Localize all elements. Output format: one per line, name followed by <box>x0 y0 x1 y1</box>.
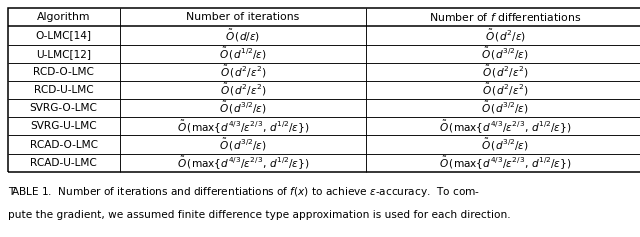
Text: $\tilde{O}\,(d^2/\epsilon^2)$: $\tilde{O}\,(d^2/\epsilon^2)$ <box>220 64 266 80</box>
Text: $\tilde{O}\,(d^2/\epsilon^2)$: $\tilde{O}\,(d^2/\epsilon^2)$ <box>482 82 529 98</box>
Text: RCD-O-LMC: RCD-O-LMC <box>33 67 94 77</box>
Text: T$\!\!$ABLE 1.  Number of iterations and differentiations of $f(x)$ to achieve $: T$\!\!$ABLE 1. Number of iterations and … <box>8 185 480 199</box>
Text: $\tilde{O}\,(d^{1/2}/\epsilon)$: $\tilde{O}\,(d^{1/2}/\epsilon)$ <box>219 46 267 62</box>
Text: $\tilde{O}\,(d^{3/2}/\epsilon)$: $\tilde{O}\,(d^{3/2}/\epsilon)$ <box>219 100 267 116</box>
Text: $\tilde{O}\,(d^{3/2}/\epsilon)$: $\tilde{O}\,(d^{3/2}/\epsilon)$ <box>219 137 267 153</box>
Text: $\tilde{O}\,(\max\{d^{4/3}/\epsilon^{2/3},\,d^{1/2}/\epsilon\})$: $\tilde{O}\,(\max\{d^{4/3}/\epsilon^{2/3… <box>177 154 309 171</box>
Text: $\tilde{O}\,(d^2/\epsilon^2)$: $\tilde{O}\,(d^2/\epsilon^2)$ <box>482 64 529 80</box>
Text: $\tilde{O}\,(\max\{d^{4/3}/\epsilon^{2/3},\,d^{1/2}/\epsilon\})$: $\tilde{O}\,(\max\{d^{4/3}/\epsilon^{2/3… <box>439 154 572 171</box>
Text: $\tilde{O}\,(\max\{d^{4/3}/\epsilon^{2/3},\,d^{1/2}/\epsilon\})$: $\tilde{O}\,(\max\{d^{4/3}/\epsilon^{2/3… <box>177 118 309 135</box>
Text: $\tilde{O}\,(d^2/\epsilon)$: $\tilde{O}\,(d^2/\epsilon)$ <box>485 27 525 44</box>
Text: SVRG-U-LMC: SVRG-U-LMC <box>30 121 97 131</box>
Text: SVRG-O-LMC: SVRG-O-LMC <box>29 103 98 113</box>
Text: Algorithm: Algorithm <box>37 12 90 22</box>
Text: $\tilde{O}\,(d/\epsilon)$: $\tilde{O}\,(d/\epsilon)$ <box>225 27 260 44</box>
Text: RCAD-O-LMC: RCAD-O-LMC <box>29 140 98 150</box>
Text: $\tilde{O}\,(d^2/\epsilon^2)$: $\tilde{O}\,(d^2/\epsilon^2)$ <box>220 82 266 98</box>
Text: O-LMC[14]: O-LMC[14] <box>36 31 92 41</box>
Text: $\tilde{O}\,(\max\{d^{4/3}/\epsilon^{2/3},\,d^{1/2}/\epsilon\})$: $\tilde{O}\,(\max\{d^{4/3}/\epsilon^{2/3… <box>439 118 572 135</box>
Text: $\tilde{O}\,(d^{3/2}/\epsilon)$: $\tilde{O}\,(d^{3/2}/\epsilon)$ <box>481 46 529 62</box>
Text: RCAD-U-LMC: RCAD-U-LMC <box>30 158 97 168</box>
Text: RCD-U-LMC: RCD-U-LMC <box>34 85 93 95</box>
Text: $\tilde{O}\,(d^{3/2}/\epsilon)$: $\tilde{O}\,(d^{3/2}/\epsilon)$ <box>481 100 529 116</box>
Text: U-LMC[12]: U-LMC[12] <box>36 49 91 59</box>
Text: Number of $f$ differentiations: Number of $f$ differentiations <box>429 11 582 23</box>
Text: pute the gradient, we assumed finite difference type approximation is used for e: pute the gradient, we assumed finite dif… <box>8 210 510 220</box>
Bar <box>8 8 640 172</box>
Text: $\tilde{O}\,(d^{3/2}/\epsilon)$: $\tilde{O}\,(d^{3/2}/\epsilon)$ <box>481 137 529 153</box>
Text: Number of iterations: Number of iterations <box>186 12 300 22</box>
